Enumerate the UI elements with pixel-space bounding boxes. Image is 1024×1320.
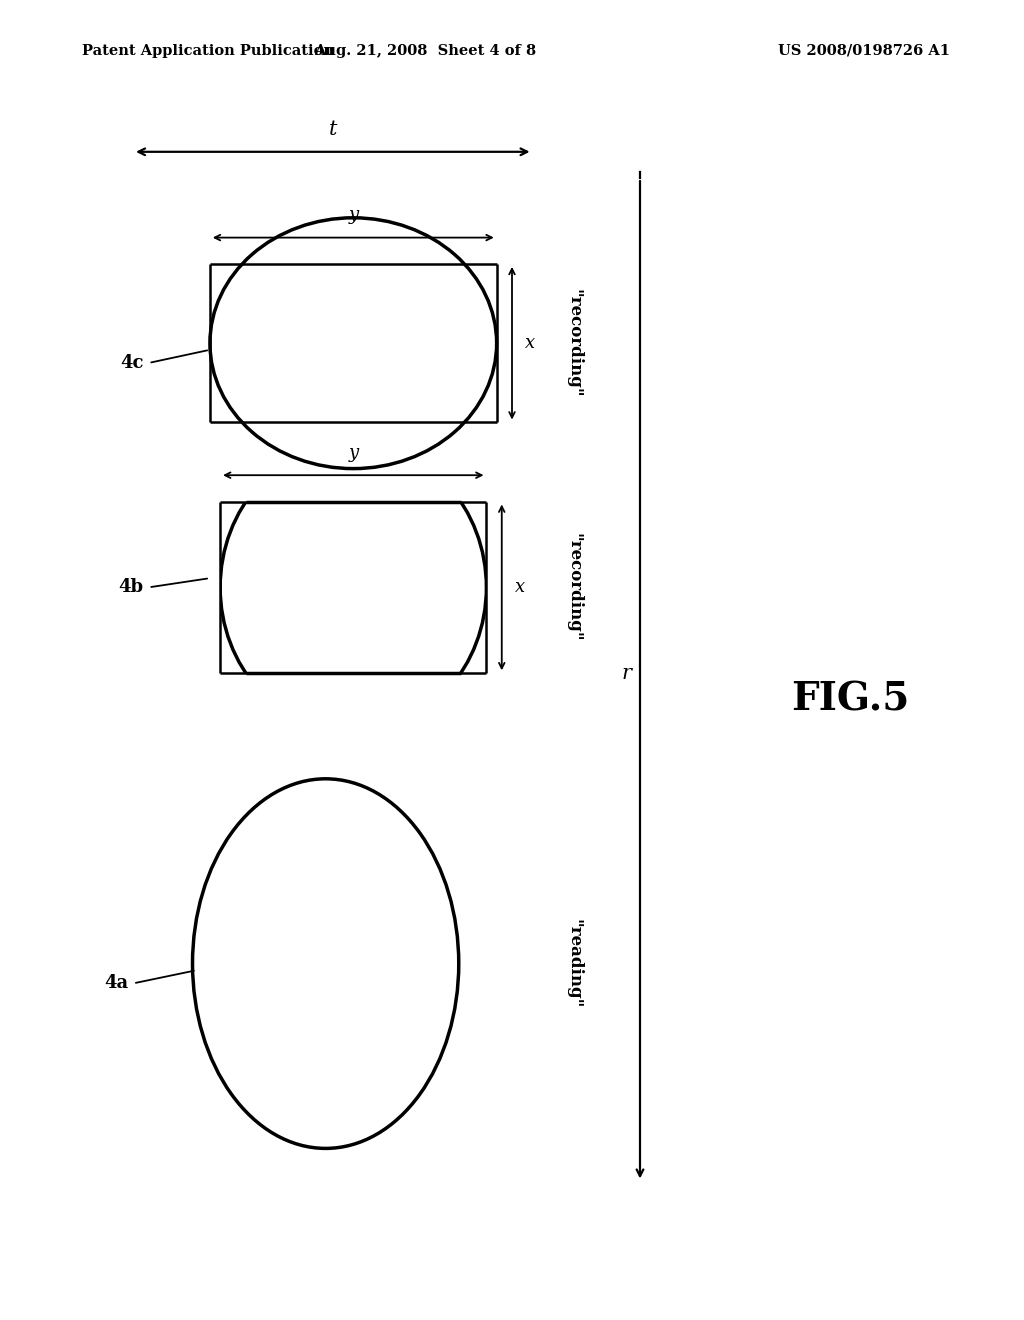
Text: x: x [515, 578, 525, 597]
Text: y: y [348, 206, 358, 224]
Text: "reading": "reading" [565, 919, 582, 1008]
Text: r: r [622, 664, 632, 682]
Text: Aug. 21, 2008  Sheet 4 of 8: Aug. 21, 2008 Sheet 4 of 8 [314, 44, 536, 58]
Text: Patent Application Publication: Patent Application Publication [82, 44, 334, 58]
Text: y: y [348, 444, 358, 462]
Text: "recording": "recording" [565, 533, 582, 642]
Text: US 2008/0198726 A1: US 2008/0198726 A1 [778, 44, 950, 58]
Text: t: t [329, 120, 337, 139]
Text: 4c: 4c [120, 354, 143, 372]
Text: 4b: 4b [118, 578, 143, 597]
Text: FIG.5: FIG.5 [791, 681, 909, 718]
Text: x: x [525, 334, 536, 352]
Text: "recording": "recording" [565, 289, 582, 397]
Text: 4a: 4a [103, 974, 128, 993]
